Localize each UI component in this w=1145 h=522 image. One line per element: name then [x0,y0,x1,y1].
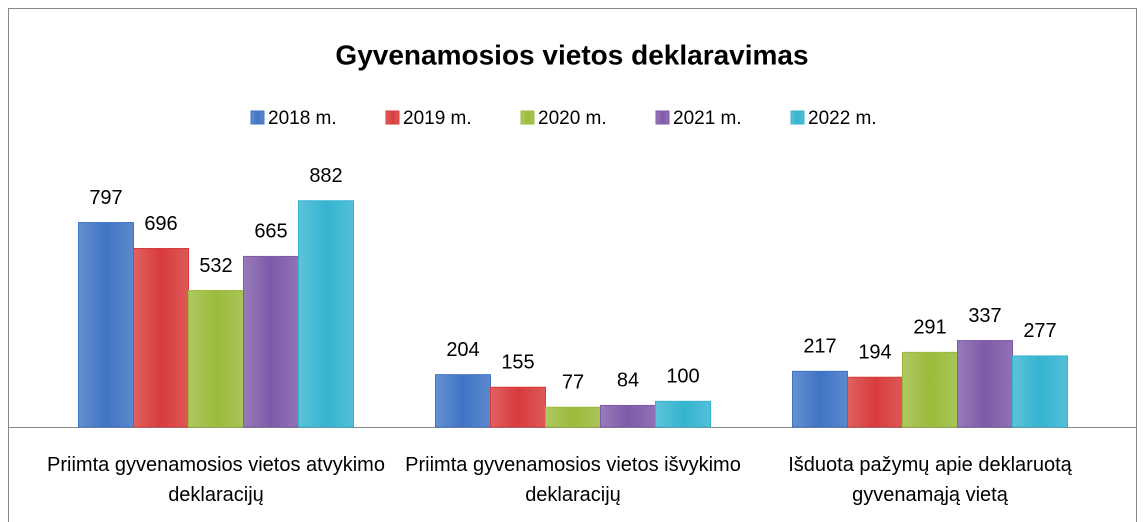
chart-title: Gyvenamosios vietos deklaravimas [335,39,808,70]
bar [435,374,491,428]
legend-swatch [790,110,805,125]
data-label: 696 [144,213,177,235]
bar [545,406,601,428]
data-label: 217 [803,336,836,358]
data-label: 797 [89,187,122,209]
data-label: 100 [666,366,699,388]
bar [847,376,903,428]
bar [188,290,244,428]
bar [78,222,134,428]
data-label: 77 [562,372,584,394]
bar [1012,355,1068,428]
legend-label: 2020 m. [538,108,607,129]
bar [243,255,299,428]
bar [133,247,189,428]
bar [957,340,1013,428]
bar [298,200,354,428]
bar [902,351,958,428]
legend-label: 2019 m. [403,108,472,129]
data-label: 204 [446,339,479,361]
bar [490,386,546,428]
bar [792,370,848,428]
legend-swatch [520,110,535,125]
legend-label: 2021 m. [673,108,742,129]
data-label: 882 [309,165,342,187]
chart-border [8,8,1137,522]
legend-label: 2022 m. [808,108,877,129]
data-label: 194 [858,342,891,364]
bar [655,400,711,428]
legend-swatch [385,110,400,125]
legend-swatch [655,110,670,125]
x-tick-label: Priimta gyvenamosios vietos išvykimo dek… [405,454,741,506]
x-tick-label: Priimta gyvenamosios vietos atvykimo dek… [47,454,385,506]
legend-swatch [250,110,265,125]
data-label: 532 [199,255,232,277]
x-tick-label: Išduota pažymų apie deklaruotą gyvenamąj… [788,454,1072,506]
data-label: 291 [913,317,946,339]
data-label: 155 [501,352,534,374]
bar [600,404,656,428]
data-label: 665 [254,221,287,243]
legend-label: 2018 m. [268,108,337,129]
data-label: 277 [1023,320,1056,342]
data-label: 84 [617,370,639,392]
data-label: 337 [968,305,1001,327]
